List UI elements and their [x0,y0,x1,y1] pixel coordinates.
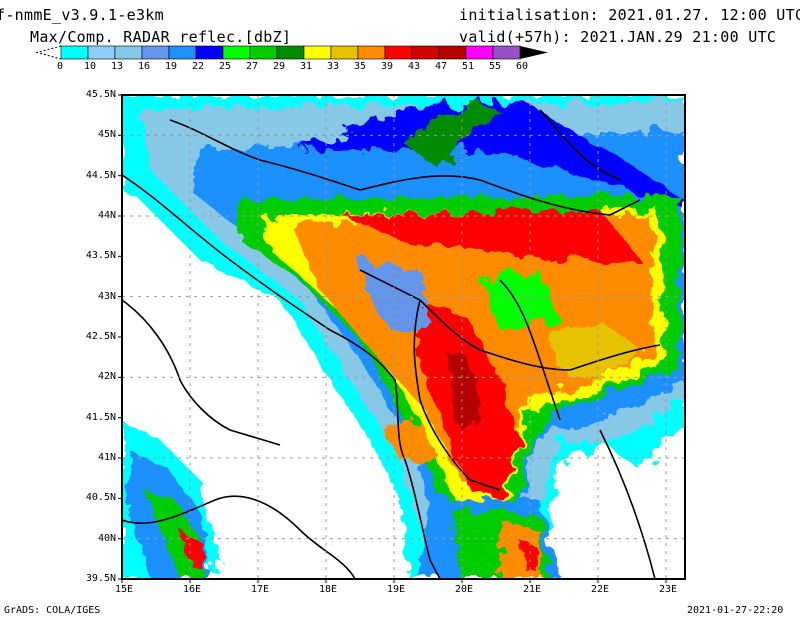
colorbar-label: 16 [138,61,151,72]
footer-credit: GrADS: COLA/IGES [4,605,101,616]
lon-label: 17E [251,584,270,595]
colorbar-label: 60 [516,61,529,72]
lat-label: 43N [97,290,116,302]
colorbar-under-arrow [35,45,62,60]
colorbar-label: 55 [489,61,502,72]
map-frame [121,94,686,580]
lat-label: 45.5N [85,89,116,100]
lat-label: 42N [97,371,116,383]
lon-label: 22E [591,584,610,595]
lat-label: 40.5N [85,492,116,504]
colorbar-label: 19 [165,61,178,72]
colorbar [35,45,548,60]
colorbar-label: 27 [246,61,259,72]
colorbar-label: 29 [273,61,286,72]
colorbar-label: 0 [57,61,64,72]
coastlines-borders [122,109,661,579]
model-title: f-nmmE_v3.9.1-e3km [0,6,164,24]
colorbar-over-arrow [520,46,548,59]
colorbar-label: 10 [84,61,97,72]
field-title: Max/Comp. RADAR reflec.[dbZ] [30,28,292,46]
lat-label: 45N [97,129,116,141]
lat-label: 42.5N [85,331,116,342]
valid-time: valid(+57h): 2021.JAN.29 21:00 UTC [459,28,777,46]
footer-timestamp: 2021-01-27-22:20 [687,605,784,616]
lon-label: 15E [115,584,134,595]
colorbar-label: 35 [354,61,367,72]
colorbar-label: 22 [192,61,205,72]
lon-label: 16E [183,584,202,595]
lon-label: 19E [387,584,406,595]
colorbar-label: 33 [327,61,340,72]
gridlines [118,94,685,583]
lon-label: 18E [319,584,338,595]
init-time: initialisation: 2021.01.27. 12:00 UTC [459,6,800,24]
colorbar-label: 39 [381,61,394,72]
lon-label: 23E [659,584,678,595]
lat-label: 39.5N [85,573,116,585]
colorbar-label: 47 [435,61,448,72]
lat-label: 43.5N [85,250,116,262]
colorbar-label: 51 [462,61,475,72]
lat-label: 44N [97,210,116,221]
lat-label: 41N [97,452,116,463]
lon-label: 20E [455,584,474,595]
colorbar-label: 43 [408,61,421,72]
lat-label: 44.5N [85,169,116,181]
reflectivity-field [122,95,685,579]
lon-label: 21E [523,584,542,595]
colorbar-label: 25 [219,61,232,72]
lat-label: 40N [97,532,116,544]
colorbar-label: 13 [111,61,124,72]
lat-label: 41.5N [85,411,116,423]
colorbar-label: 31 [300,61,313,72]
